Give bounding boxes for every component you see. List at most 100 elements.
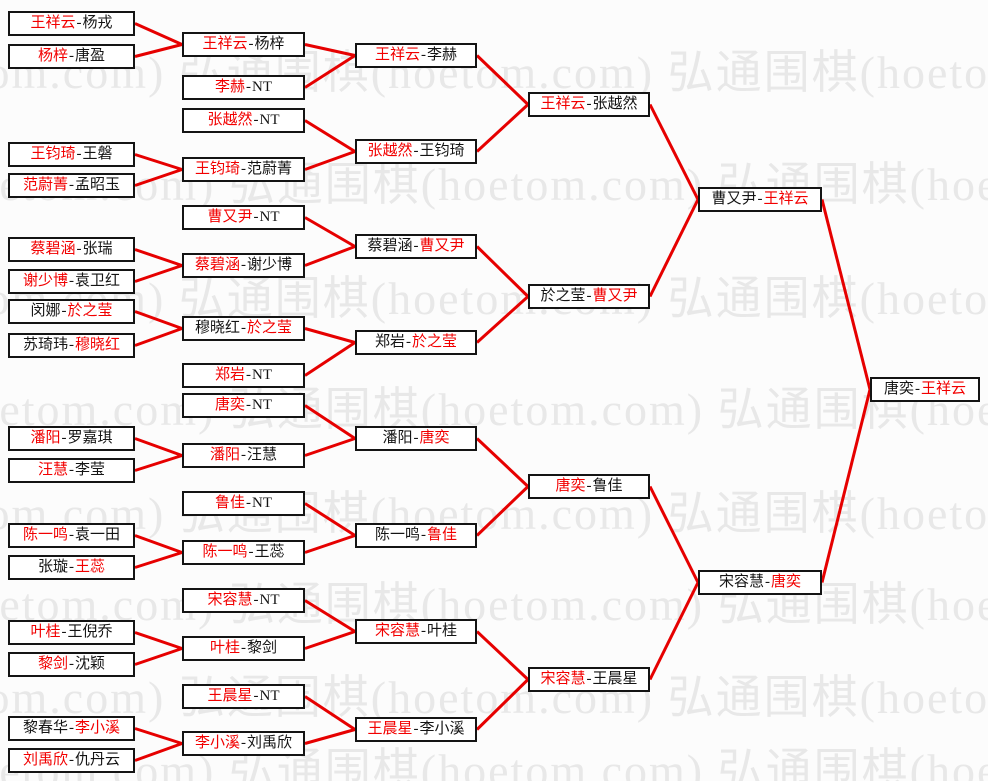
match-box-r1m16: 刘禹欣 - 仇丹云 xyxy=(8,748,135,773)
name-separator: - xyxy=(69,273,74,289)
connector-line xyxy=(304,599,356,633)
match-box-r2m4: 王钧琦 - 范蔚菁 xyxy=(182,157,305,182)
match-box-r2m1: 王祥云 - 杨梓 xyxy=(182,32,305,57)
player-name: 张越然 xyxy=(592,96,638,112)
connector-line xyxy=(134,534,183,554)
name-separator: - xyxy=(413,238,419,254)
connector-line xyxy=(304,216,356,248)
winner-name: 张越然 xyxy=(367,143,413,159)
name-separator: - xyxy=(586,96,592,112)
player-name: 沈颖 xyxy=(75,656,106,672)
match-box-r3m6: 陈一鸣 - 鲁佳 xyxy=(355,523,477,548)
connector-line xyxy=(134,631,183,650)
connector-line xyxy=(475,485,530,537)
player-name: 郑岩 xyxy=(374,334,405,350)
name-separator: - xyxy=(246,495,251,511)
winner-name: 唐奕 xyxy=(214,397,245,413)
name-separator: - xyxy=(248,544,254,560)
connector-line xyxy=(304,728,356,745)
watermark-text: 弘通围棋(hoetom.com) 弘通围棋(hoetom.com) 弘通围棋(h… xyxy=(0,745,988,781)
match-box-r1m2: 杨梓 - 唐盈 xyxy=(8,44,135,69)
match-box-r2m14: 叶桂 - 黎剑 xyxy=(182,636,305,661)
winner-name: 王钧琦 xyxy=(30,146,76,162)
match-box-r1m15: 黎春华 - 李小溪 xyxy=(8,716,135,741)
connector-line xyxy=(304,43,356,57)
match-box-r5m1: 曹又尹 - 王祥云 xyxy=(698,187,822,212)
connector-line xyxy=(648,103,700,201)
player-name: NT xyxy=(259,112,280,128)
name-separator: - xyxy=(248,36,254,52)
player-name: 黎剑 xyxy=(247,640,278,656)
winner-name: 范蔚菁 xyxy=(22,177,68,193)
player-name: 张瑞 xyxy=(82,241,113,257)
match-box-r2m5: 曹又尹 - NT xyxy=(182,205,305,230)
name-separator: - xyxy=(69,720,74,736)
player-name: 宋容慧 xyxy=(718,574,764,590)
match-box-r1m4: 范蔚菁 - 孟昭玉 xyxy=(8,173,135,198)
winner-name: 於之莹 xyxy=(67,303,113,319)
connector-line xyxy=(134,248,183,267)
connector-line xyxy=(134,310,183,330)
match-box-r1m13: 叶桂 - 王倪乔 xyxy=(8,620,135,645)
name-separator: - xyxy=(253,112,259,128)
player-name: 孟昭玉 xyxy=(75,177,121,193)
connector-line xyxy=(134,647,183,666)
winner-name: 宋容慧 xyxy=(207,592,253,608)
player-name: 王晨星 xyxy=(592,671,638,687)
connector-line xyxy=(134,43,183,58)
winner-name: 叶桂 xyxy=(30,624,61,640)
player-name: 苏琦玮 xyxy=(22,337,68,353)
connector-line xyxy=(134,551,183,569)
connector-line xyxy=(304,437,356,457)
winner-name: 王祥云 xyxy=(30,15,76,31)
winner-name: 宋容慧 xyxy=(374,623,420,639)
match-box-r2m11: 鲁佳 - NT xyxy=(182,491,305,516)
name-separator: - xyxy=(61,430,67,446)
match-box-r2m12: 陈一鸣 - 王蕊 xyxy=(182,540,305,565)
player-name: NT xyxy=(252,79,272,95)
connector-line xyxy=(134,264,183,283)
name-separator: - xyxy=(241,640,246,656)
player-name: 唐奕 xyxy=(883,381,914,397)
winner-name: 於之莹 xyxy=(412,334,458,350)
name-separator: - xyxy=(586,288,592,304)
match-box-r4m4: 宋容慧 - 王晨星 xyxy=(528,667,650,692)
name-separator: - xyxy=(69,656,74,672)
connector-line xyxy=(475,103,530,153)
match-box-r1m8: 苏琦玮 - 穆晓红 xyxy=(8,333,135,358)
player-name: 黎春华 xyxy=(22,720,68,736)
connector-line xyxy=(134,742,183,762)
match-box-r1m12: 张璇 - 王蕊 xyxy=(8,555,135,580)
connector-line xyxy=(134,153,183,171)
winner-name: 於之莹 xyxy=(247,320,293,336)
connector-line xyxy=(648,485,700,584)
match-box-r2m10: 潘阳 - 汪慧 xyxy=(182,443,305,468)
match-box-r3m4: 郑岩 - 於之莹 xyxy=(355,330,477,355)
match-box-r2m2: 李赫 - NT xyxy=(182,75,305,100)
match-box-r3m5: 潘阳 - 唐奕 xyxy=(355,426,477,451)
name-separator: - xyxy=(421,623,426,639)
player-name: NT xyxy=(252,367,272,383)
match-box-r2m6: 蔡碧涵 - 谢少博 xyxy=(182,253,305,278)
match-box-r1m9: 潘阳 - 罗嘉琪 xyxy=(8,426,135,451)
match-box-r4m3: 唐奕 - 鲁佳 xyxy=(528,474,650,499)
connector-line xyxy=(475,54,530,106)
name-separator: - xyxy=(241,735,246,751)
player-name: 於之莹 xyxy=(540,288,586,304)
connector-line xyxy=(820,199,872,390)
name-separator: - xyxy=(69,752,74,768)
winner-name: 叶桂 xyxy=(209,640,240,656)
watermark-text: 弘通围棋(hoetom.com) 弘通围棋(hoetom.com) 弘通围棋(h… xyxy=(0,384,988,435)
match-box-r3m1: 王祥云 - 李赫 xyxy=(355,43,477,68)
name-separator: - xyxy=(757,191,763,207)
name-separator: - xyxy=(69,48,74,64)
player-name: 鲁佳 xyxy=(592,478,623,494)
match-box-r2m7: 穆晓红 - 於之莹 xyxy=(182,316,305,341)
winner-name: 曹又尹 xyxy=(207,209,253,225)
winner-name: 蔡碧涵 xyxy=(194,257,240,273)
name-separator: - xyxy=(246,367,251,383)
connector-line xyxy=(134,454,183,472)
connector-line xyxy=(134,437,183,457)
connector-line xyxy=(304,630,356,650)
player-name: NT xyxy=(252,397,272,413)
